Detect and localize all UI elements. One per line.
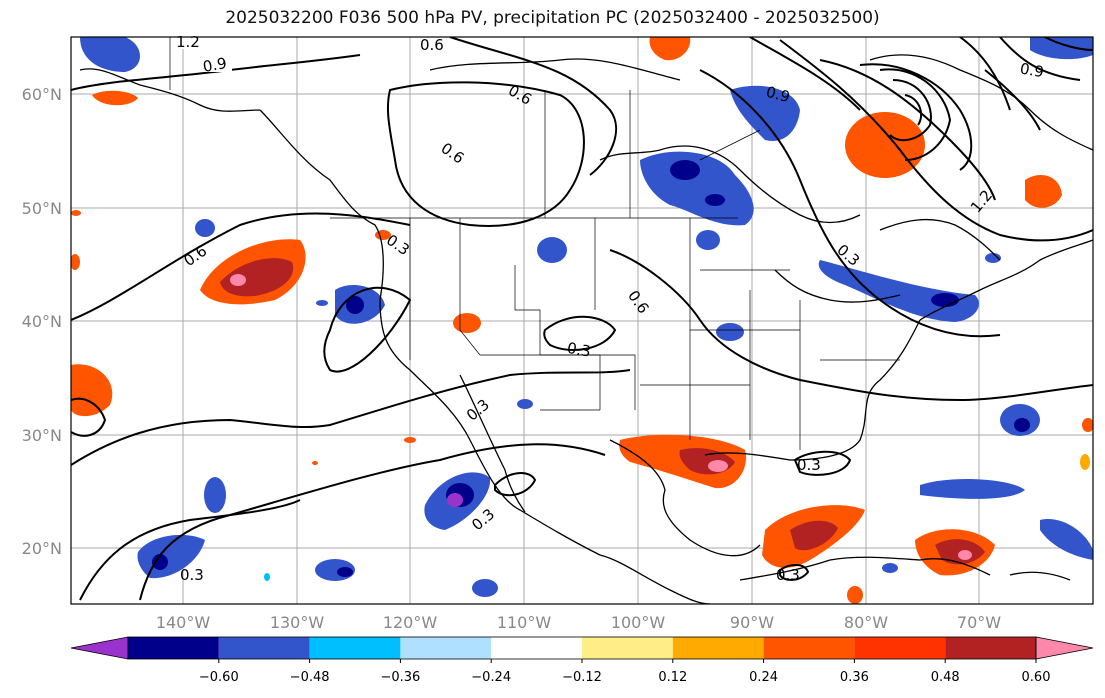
contour-label: 0.3 — [776, 566, 800, 584]
contour-label: 0.3 — [797, 456, 821, 474]
lon-label: 90°W — [730, 613, 774, 632]
contour-label: 0.9 — [1019, 59, 1046, 81]
map-frame — [70, 36, 1094, 605]
lat-label: 60°N — [22, 85, 62, 104]
colorbar-extend-low — [70, 636, 129, 660]
lat-label: 40°N — [22, 312, 62, 331]
colorbar-tick-label: 0.36 — [840, 670, 869, 685]
contour-label: 0.6 — [420, 36, 444, 54]
latitude-labels: 60°N 50°N 40°N 30°N 20°N — [22, 85, 62, 558]
precip-negative-shading — [80, 37, 1093, 597]
colorbar-tick-label: −0.36 — [380, 670, 420, 685]
contour-label: 0.3 — [566, 339, 593, 361]
colorbar-segment — [672, 637, 764, 659]
lon-label: 120°W — [383, 613, 438, 632]
colorbar-tick-label: −0.48 — [290, 670, 330, 685]
colorbar-tick-label: 0.12 — [658, 670, 687, 685]
pv-contours — [71, 37, 1093, 601]
colorbar-segment — [854, 637, 946, 659]
contour-label: 0.3 — [180, 566, 204, 584]
lon-label: 70°W — [957, 613, 1001, 632]
colorbar-tick-label: −0.12 — [562, 670, 602, 685]
colorbar-tick-label: −0.60 — [199, 670, 239, 685]
colorbar-segment — [945, 637, 1036, 659]
colorbar-segment — [128, 637, 219, 659]
colorbar-tick-label: 0.24 — [749, 670, 778, 685]
contour-label: 0.9 — [201, 54, 228, 76]
colorbar-segment — [582, 637, 673, 659]
colorbar-extend-high — [1035, 636, 1094, 660]
colorbar-segment — [400, 637, 492, 659]
contour-label: 1.2 — [176, 33, 200, 51]
lon-label: 110°W — [497, 613, 552, 632]
lat-label: 50°N — [22, 199, 62, 218]
map-title: 2025032200 F036 500 hPa PV, precipitatio… — [225, 8, 880, 28]
contour-label: 0.9 — [764, 83, 792, 107]
colorbar-tick-label: 0.60 — [1022, 670, 1051, 685]
longitude-labels: 140°W 130°W 120°W 110°W 100°W 90°W 80°W … — [156, 613, 1001, 632]
colorbar-segment — [309, 637, 401, 659]
colorbar-segment — [491, 637, 582, 659]
coastlines — [79, 54, 1093, 604]
colorbar: −0.60 −0.48 −0.36 −0.24 −0.12 0.12 0.24 0.36 0.4… — [70, 636, 1094, 685]
lon-label: 130°W — [270, 613, 325, 632]
lon-label: 100°W — [611, 613, 666, 632]
political-borders — [169, 37, 900, 450]
colorbar-segment — [763, 637, 855, 659]
lat-label: 30°N — [22, 426, 62, 445]
lat-label: 20°N — [22, 539, 62, 558]
colorbar-tick-label: −0.24 — [471, 670, 511, 685]
precip-positive-shading — [71, 37, 1093, 604]
colorbar-tick-label: 0.48 — [931, 670, 960, 685]
colorbar-segment — [218, 637, 310, 659]
lon-label: 80°W — [844, 613, 888, 632]
lon-label: 140°W — [156, 613, 211, 632]
